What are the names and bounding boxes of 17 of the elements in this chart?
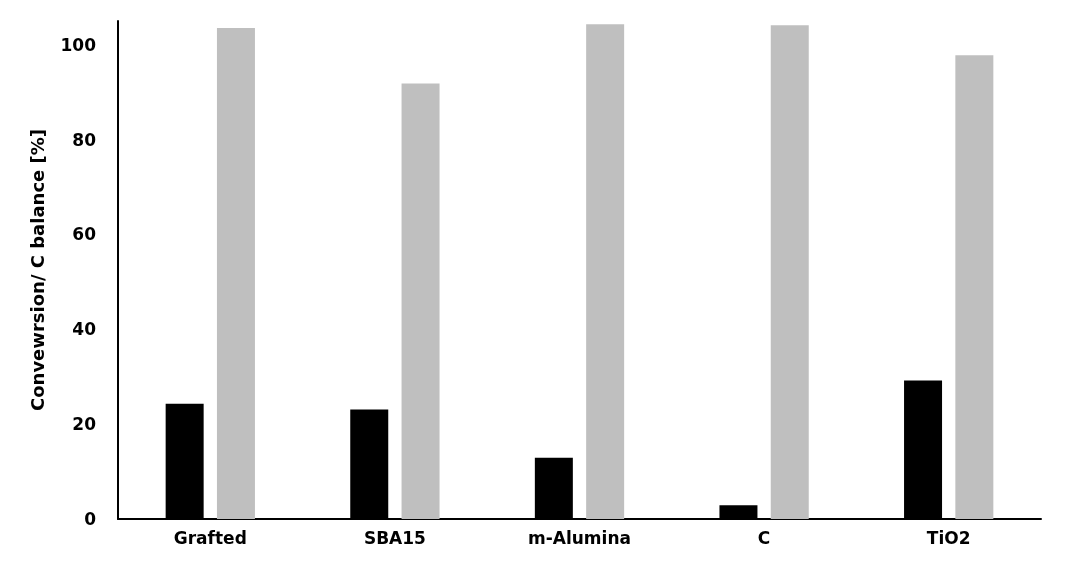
y-tick-label: 40 — [72, 319, 97, 340]
y-tick-label: 80 — [72, 129, 97, 150]
bar — [955, 55, 994, 519]
x-tick-label: Grafted — [173, 527, 247, 548]
bar — [216, 28, 255, 519]
y-tick-label: 20 — [72, 414, 97, 435]
bar — [586, 24, 625, 519]
y-tick-label: 60 — [72, 224, 97, 245]
x-tick-label: C — [757, 527, 771, 548]
bar — [770, 25, 809, 519]
bar — [401, 83, 440, 519]
y-tick-label: 100 — [60, 34, 97, 55]
x-tick-label: SBA15 — [363, 527, 426, 548]
y-axis-title: Convewrsion/ C balance [%] — [26, 128, 48, 412]
x-tick-label: TiO2 — [926, 527, 971, 548]
y-tick-label: 0 — [84, 509, 97, 529]
x-tick-label: m-Alumina — [528, 527, 631, 548]
